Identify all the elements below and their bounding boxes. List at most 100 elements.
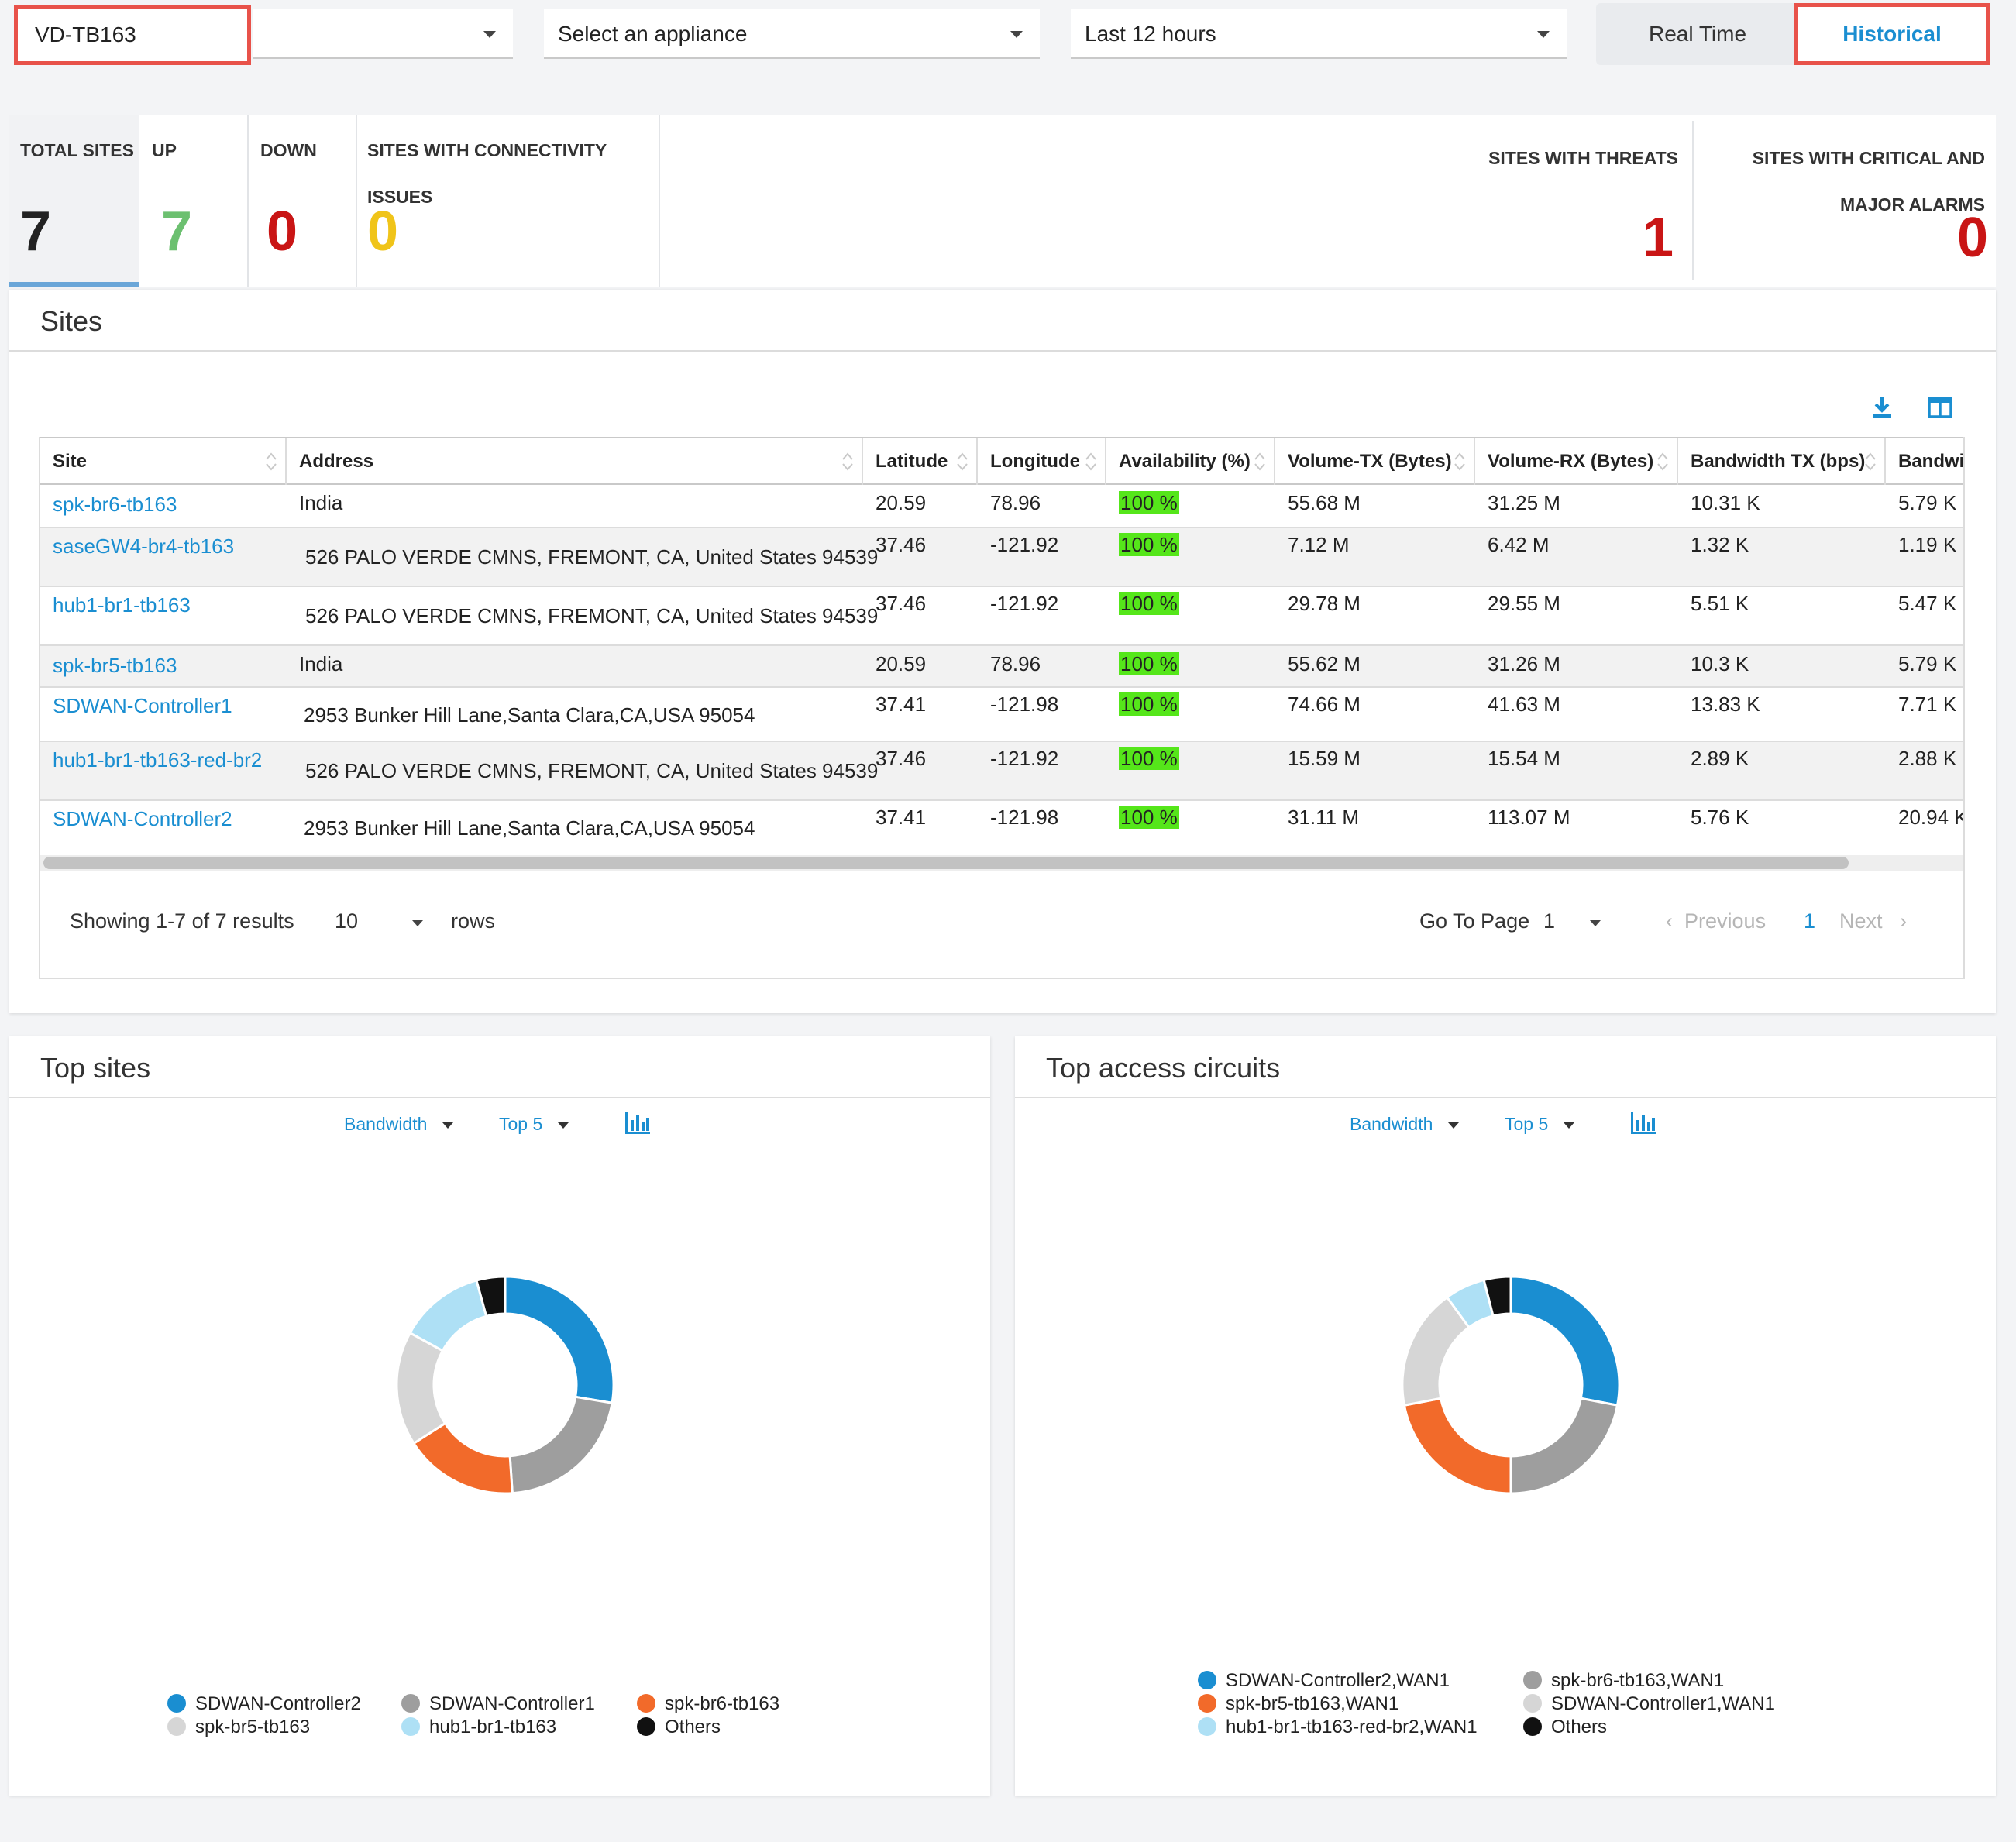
appliance-select[interactable]: Select an appliance	[544, 9, 1040, 59]
column-header-address[interactable]: Address	[287, 438, 863, 485]
donut-slice-1[interactable]	[1509, 1397, 1619, 1495]
latitude-cell: 20.59	[876, 652, 927, 675]
sort-icon[interactable]	[1454, 451, 1466, 473]
historical-tab[interactable]: Historical	[1794, 3, 1990, 65]
volume-tx-cell: 55.62 M	[1288, 652, 1361, 675]
volume-rx-cell: 113.07 M	[1488, 806, 1570, 829]
current-page[interactable]: 1	[1804, 909, 1816, 933]
legend-swatch	[1523, 1717, 1542, 1736]
legend-item[interactable]: hub1-br1-tb163	[401, 1717, 556, 1738]
latitude-cell: 37.46	[876, 747, 927, 770]
availability-cell: 100 %	[1106, 491, 1179, 515]
divider	[659, 115, 660, 287]
rows-per-page-select[interactable]: 10	[335, 909, 432, 933]
legend-item[interactable]: SDWAN-Controller1,WAN1	[1523, 1693, 1775, 1715]
metric-select[interactable]: Bandwidth	[1350, 1114, 1460, 1135]
table-row: saseGW4-br4-tb163 526 PALO VERDE CMNS, F…	[40, 528, 1963, 587]
site-link[interactable]: hub1-br1-tb163-red-br2	[53, 748, 263, 772]
sort-icon[interactable]	[841, 451, 854, 473]
scrollbar-thumb[interactable]	[43, 857, 1849, 869]
legend-item[interactable]: Others	[637, 1717, 721, 1738]
availability-badge: 100 %	[1119, 533, 1179, 556]
bar-chart-icon[interactable]	[1629, 1111, 1658, 1136]
donut-slice-2[interactable]	[1402, 1397, 1512, 1495]
legend-item[interactable]: SDWAN-Controller2,WAN1	[1198, 1670, 1450, 1692]
sort-icon[interactable]	[1656, 451, 1669, 473]
up-sites-stat[interactable]: UP 7	[139, 115, 248, 287]
organization-select[interactable]	[253, 9, 513, 59]
column-header-site[interactable]: Site	[40, 438, 287, 485]
total-sites-stat[interactable]: TOTAL SITES 7	[9, 115, 139, 287]
alarm-sites-stat[interactable]: SITES WITH CRITICAL AND MAJOR ALARMS 0	[1694, 115, 1996, 287]
bar-chart-icon[interactable]	[623, 1111, 652, 1136]
legend-item[interactable]: SDWAN-Controller1	[401, 1693, 595, 1715]
site-link[interactable]: SDWAN-Controller1	[53, 694, 232, 717]
column-header-bandwidth-tx[interactable]: Bandwidth TX (bps)	[1678, 438, 1886, 485]
donut-slice-5[interactable]	[475, 1275, 507, 1318]
appliance-placeholder: Select an appliance	[558, 22, 748, 46]
donut-slice-1[interactable]	[508, 1395, 614, 1495]
column-header-volume-rx[interactable]: Volume-RX (Bytes)	[1475, 438, 1678, 485]
chevron-down-icon	[1590, 920, 1601, 926]
column-header-latitude[interactable]: Latitude	[863, 438, 978, 485]
total-sites-value: 7	[20, 201, 52, 263]
next-page-button[interactable]: Next ›	[1839, 909, 1908, 933]
donut-slice-0[interactable]	[1509, 1275, 1621, 1407]
previous-page-button[interactable]: ‹ Previous	[1666, 909, 1767, 933]
connectivity-issues-stat[interactable]: SITES WITH CONNECTIVITY ISSUES 0	[356, 115, 659, 287]
site-link[interactable]: hub1-br1-tb163	[53, 593, 191, 617]
availability-badge: 100 %	[1119, 491, 1179, 514]
tenant-select[interactable]: VD-TB163	[14, 5, 251, 65]
bandwidth-tx-cell: 10.31 K	[1691, 491, 1760, 514]
legend-item[interactable]: spk-br5-tb163	[167, 1717, 310, 1738]
column-header-bandwidth-rx[interactable]: Bandwic	[1898, 451, 1965, 472]
alarm-sites-value: 0	[1956, 207, 1988, 269]
tenant-value: VD-TB163	[35, 22, 136, 46]
longitude-cell: -121.92	[990, 592, 1059, 615]
bandwidth-tx-cell: 5.76 K	[1691, 806, 1749, 829]
down-sites-stat[interactable]: DOWN 0	[248, 115, 356, 287]
legend-swatch	[1198, 1717, 1216, 1736]
donut-slice-5[interactable]	[1482, 1275, 1512, 1318]
top-n-select[interactable]: Top 5	[499, 1114, 569, 1135]
donut-slice-3[interactable]	[395, 1331, 447, 1445]
legend-item[interactable]: spk-br6-tb163	[637, 1693, 779, 1715]
volume-rx-cell: 6.42 M	[1488, 533, 1550, 556]
horizontal-scrollbar[interactable]	[40, 855, 1963, 871]
metric-select[interactable]: Bandwidth	[344, 1114, 454, 1135]
site-link[interactable]: spk-br5-tb163	[53, 654, 177, 677]
time-range-select[interactable]: Last 12 hours	[1071, 9, 1567, 59]
site-link[interactable]: saseGW4-br4-tb163	[53, 534, 235, 558]
site-link[interactable]: SDWAN-Controller2	[53, 807, 232, 830]
go-to-page-select[interactable]: 1	[1543, 909, 1613, 933]
top-n-select[interactable]: Top 5	[1505, 1114, 1575, 1135]
column-header-availability[interactable]: Availability (%)	[1106, 438, 1275, 485]
bandwidth-tx-cell: 1.32 K	[1691, 533, 1749, 556]
sort-icon[interactable]	[1864, 451, 1877, 473]
threat-sites-stat[interactable]: SITES WITH THREATS 1	[1388, 115, 1687, 287]
legend-item[interactable]: hub1-br1-tb163-red-br2,WAN1	[1198, 1717, 1478, 1738]
volume-rx-cell: 31.26 M	[1488, 652, 1560, 675]
download-icon[interactable]	[1870, 395, 1894, 420]
legend-item[interactable]: Others	[1523, 1717, 1607, 1738]
longitude-cell: -121.92	[990, 533, 1059, 556]
realtime-tab[interactable]: Real Time	[1648, 22, 1747, 46]
up-sites-label: UP	[152, 140, 177, 160]
divider	[9, 350, 1996, 352]
donut-slice-0[interactable]	[504, 1275, 615, 1405]
sort-icon[interactable]	[1085, 451, 1097, 473]
column-header-longitude[interactable]: Longitude	[978, 438, 1106, 485]
columns-icon[interactable]	[1928, 397, 1952, 418]
site-link[interactable]: spk-br6-tb163	[53, 493, 177, 516]
column-header-volume-tx[interactable]: Volume-TX (Bytes)	[1275, 438, 1475, 485]
sort-icon[interactable]	[956, 451, 968, 473]
legend-item[interactable]: spk-br6-tb163,WAN1	[1523, 1670, 1724, 1692]
volume-tx-cell: 7.12 M	[1288, 533, 1350, 556]
legend-item[interactable]: spk-br5-tb163,WAN1	[1198, 1693, 1398, 1715]
bandwidth-rx-cell: 1.19 K	[1898, 533, 1957, 556]
volume-tx-cell: 29.78 M	[1288, 592, 1361, 615]
donut-slice-4[interactable]	[408, 1279, 488, 1352]
sort-icon[interactable]	[265, 451, 277, 473]
legend-item[interactable]: SDWAN-Controller2	[167, 1693, 361, 1715]
sort-icon[interactable]	[1254, 451, 1266, 473]
